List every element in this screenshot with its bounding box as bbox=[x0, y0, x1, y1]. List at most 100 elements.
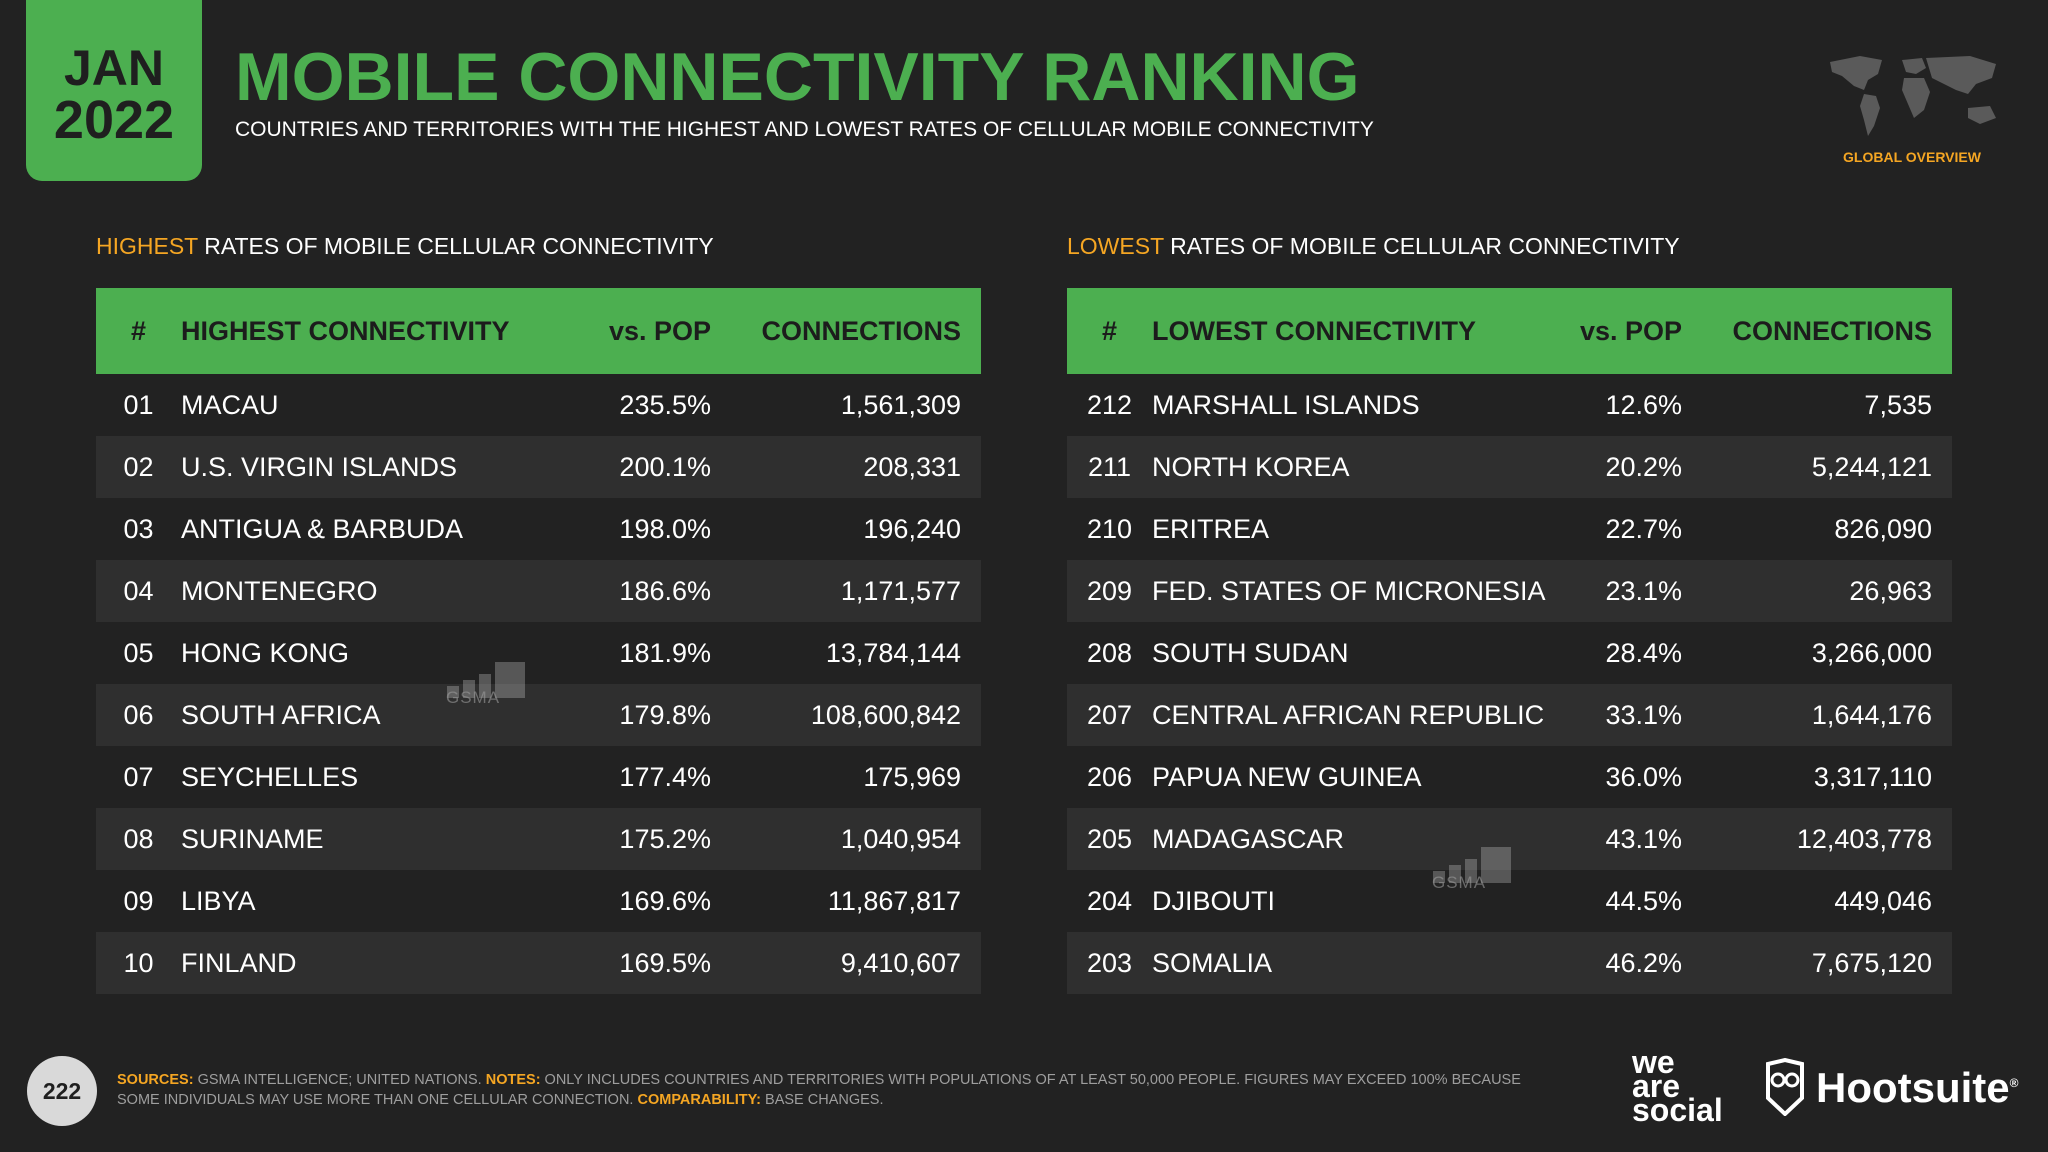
row-vs-pop: 33.1% bbox=[1605, 699, 1682, 730]
table-row: 211 NORTH KOREA 20.2% 5,244,121 bbox=[1067, 436, 1952, 498]
highest-section-title: HIGHEST RATES OF MOBILE CELLULAR CONNECT… bbox=[96, 233, 714, 260]
col-vs-pop: vs. POP bbox=[1579, 315, 1682, 346]
row-country: SURINAME bbox=[181, 823, 324, 854]
gsma-watermark-text: GSMA bbox=[446, 688, 501, 707]
row-connections: 449,046 bbox=[1834, 885, 1932, 916]
hootsuite-owl-icon bbox=[1766, 1058, 1804, 1116]
row-rank: 205 bbox=[1086, 823, 1133, 854]
row-rank: 206 bbox=[1086, 761, 1133, 792]
table-row: 10 FINLAND 169.5% 9,410,607 bbox=[96, 932, 981, 994]
highest-section-rest: RATES OF MOBILE CELLULAR CONNECTIVITY bbox=[197, 233, 714, 259]
row-connections: 11,867,817 bbox=[827, 885, 961, 916]
comparability-text: BASE CHANGES. bbox=[761, 1092, 884, 1108]
was-line-1: we bbox=[1632, 1044, 1675, 1080]
row-country: CENTRAL AFRICAN REPUBLIC bbox=[1152, 699, 1545, 730]
row-rank: 08 bbox=[123, 823, 154, 854]
row-country: PAPUA NEW GUINEA bbox=[1152, 761, 1422, 792]
row-country: MONTENEGRO bbox=[181, 575, 378, 606]
row-country: FINLAND bbox=[181, 947, 297, 978]
row-connections: 3,266,000 bbox=[1811, 637, 1932, 668]
we-are-social-logo: we are social bbox=[1632, 1044, 1723, 1126]
row-connections: 9,410,607 bbox=[840, 947, 961, 978]
row-vs-pop: 175.2% bbox=[619, 823, 711, 854]
row-country: SOUTH AFRICA bbox=[181, 699, 381, 730]
table-row: 205 MADAGASCAR 43.1% 12,403,778 bbox=[1067, 808, 1952, 870]
table-row: 206 PAPUA NEW GUINEA 36.0% 3,317,110 bbox=[1067, 746, 1952, 808]
row-rank: 05 bbox=[123, 637, 154, 668]
row-vs-pop: 20.2% bbox=[1605, 451, 1682, 482]
was-line-2: are bbox=[1632, 1068, 1681, 1104]
lowest-table: # LOWEST CONNECTIVITY vs. POP CONNECTION… bbox=[1067, 288, 1952, 994]
row-vs-pop: 200.1% bbox=[619, 451, 711, 482]
row-rank: 06 bbox=[123, 699, 154, 730]
row-connections: 826,090 bbox=[1834, 513, 1932, 544]
global-overview-label: GLOBAL OVERVIEW bbox=[1843, 149, 1981, 165]
gsma-watermark-text: GSMA bbox=[1432, 873, 1487, 892]
row-country: HONG KONG bbox=[181, 637, 350, 668]
row-vs-pop: 186.6% bbox=[619, 575, 711, 606]
table-row: 05 HONG KONG 181.9% 13,784,144 bbox=[96, 622, 981, 684]
row-vs-pop: 46.2% bbox=[1605, 947, 1682, 978]
row-connections: 7,675,120 bbox=[1811, 947, 1932, 978]
footer-notes: SOURCES: GSMA INTELLIGENCE; UNITED NATIO… bbox=[117, 1070, 1557, 1110]
date-year: 2022 bbox=[53, 89, 175, 150]
row-rank: 212 bbox=[1086, 389, 1133, 420]
col-country: HIGHEST CONNECTIVITY bbox=[181, 315, 510, 346]
row-vs-pop: 181.9% bbox=[619, 637, 711, 668]
table-row: 204 DJIBOUTI 44.5% 449,046 bbox=[1067, 870, 1952, 932]
lowest-section-title: LOWEST RATES OF MOBILE CELLULAR CONNECTI… bbox=[1067, 233, 1680, 260]
lowest-table-header: # LOWEST CONNECTIVITY vs. POP CONNECTION… bbox=[1067, 288, 1952, 374]
row-country: NORTH KOREA bbox=[1152, 451, 1350, 482]
col-connections: CONNECTIONS bbox=[761, 315, 961, 346]
row-vs-pop: 169.5% bbox=[619, 947, 711, 978]
highest-section-highlight: HIGHEST bbox=[96, 233, 198, 259]
row-rank: 04 bbox=[123, 575, 154, 606]
row-rank: 208 bbox=[1086, 637, 1133, 668]
row-country: LIBYA bbox=[181, 885, 256, 916]
row-country: MADAGASCAR bbox=[1152, 823, 1345, 854]
row-vs-pop: 179.8% bbox=[619, 699, 711, 730]
row-rank: 209 bbox=[1086, 575, 1133, 606]
table-row: 02 U.S. VIRGIN ISLANDS 200.1% 208,331 bbox=[96, 436, 981, 498]
table-row: 07 SEYCHELLES 177.4% 175,969 bbox=[96, 746, 981, 808]
table-row: 08 SURINAME 175.2% 1,040,954 bbox=[96, 808, 981, 870]
notes-label: NOTES: bbox=[485, 1072, 541, 1088]
row-country: SOMALIA bbox=[1152, 947, 1273, 978]
col-rank: # bbox=[1101, 315, 1118, 346]
sources-text: GSMA INTELLIGENCE; UNITED NATIONS. bbox=[193, 1072, 486, 1088]
page-subtitle: COUNTRIES AND TERRITORIES WITH THE HIGHE… bbox=[235, 118, 1374, 141]
row-country: MACAU bbox=[181, 389, 279, 420]
row-country: SOUTH SUDAN bbox=[1152, 637, 1349, 668]
row-country: MARSHALL ISLANDS bbox=[1152, 389, 1420, 420]
row-connections: 1,040,954 bbox=[840, 823, 961, 854]
date-month: JAN bbox=[63, 39, 165, 96]
highest-table-header: # HIGHEST CONNECTIVITY vs. POP CONNECTIO… bbox=[96, 288, 981, 374]
row-connections: 7,535 bbox=[1864, 389, 1932, 420]
row-country: U.S. VIRGIN ISLANDS bbox=[181, 451, 458, 482]
row-connections: 208,331 bbox=[863, 451, 961, 482]
row-connections: 5,244,121 bbox=[1811, 451, 1932, 482]
row-country: FED. STATES OF MICRONESIA bbox=[1152, 575, 1546, 606]
table-row: 210 ERITREA 22.7% 826,090 bbox=[1067, 498, 1952, 560]
row-rank: 07 bbox=[123, 761, 154, 792]
notes-text: ONLY INCLUDES COUNTRIES AND TERRITORIES … bbox=[117, 1072, 1521, 1108]
row-rank: 09 bbox=[123, 885, 154, 916]
row-vs-pop: 12.6% bbox=[1605, 389, 1682, 420]
row-vs-pop: 43.1% bbox=[1605, 823, 1682, 854]
row-vs-pop: 22.7% bbox=[1605, 513, 1682, 544]
world-map-icon bbox=[1830, 56, 1996, 136]
gsma-watermark-icon bbox=[447, 662, 525, 698]
row-country: DJIBOUTI bbox=[1152, 885, 1276, 916]
date-badge: JAN 2022 bbox=[26, 0, 202, 181]
row-rank: 204 bbox=[1086, 885, 1133, 916]
row-country: SEYCHELLES bbox=[181, 761, 359, 792]
row-vs-pop: 198.0% bbox=[619, 513, 711, 544]
row-rank: 210 bbox=[1086, 513, 1133, 544]
page-title: MOBILE CONNECTIVITY RANKING bbox=[235, 39, 1360, 115]
table-row: 212 MARSHALL ISLANDS 12.6% 7,535 bbox=[1067, 374, 1952, 436]
table-row: 208 SOUTH SUDAN 28.4% 3,266,000 bbox=[1067, 622, 1952, 684]
table-row: 04 MONTENEGRO 186.6% 1,171,577 bbox=[96, 560, 981, 622]
hootsuite-logo: Hootsuite® bbox=[1816, 1064, 2019, 1112]
row-rank: 10 bbox=[123, 947, 154, 978]
table-row: 207 CENTRAL AFRICAN REPUBLIC 33.1% 1,644… bbox=[1067, 684, 1952, 746]
